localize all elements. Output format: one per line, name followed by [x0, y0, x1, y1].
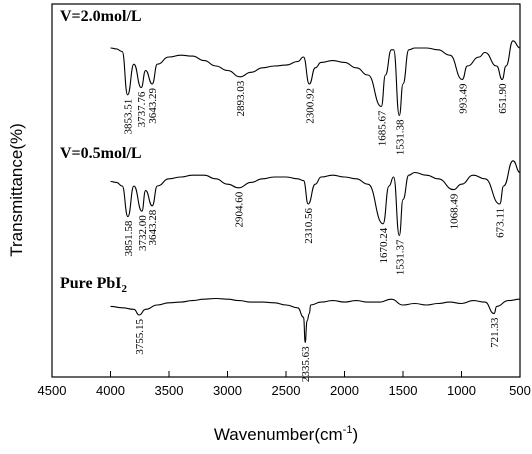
x-tick-label: 1500 [389, 383, 418, 398]
peak-label: 2300.92 [304, 88, 316, 124]
peak-label: 2904.60 [234, 191, 246, 227]
x-tick-label: 2500 [272, 383, 301, 398]
peak-label: 721.33 [489, 317, 501, 348]
peak-label: 3643.28 [147, 209, 159, 245]
x-tick-label: 3500 [155, 383, 184, 398]
peak-label: 2335.63 [300, 346, 312, 382]
x-tick-label: 500 [509, 383, 531, 398]
series-label: V=0.5mol/L [60, 145, 142, 162]
spectrum-line [110, 40, 521, 117]
series-label-subscript: 2 [121, 283, 127, 295]
peak-label: 993.49 [457, 83, 469, 114]
peak-label: 3732.00 [137, 215, 149, 251]
x-axis-title-end: ) [352, 425, 358, 444]
x-tick-label: 2000 [330, 383, 359, 398]
x-tick-label: 3000 [213, 383, 242, 398]
x-axis: 4500 4000 3500 3000 2500 2000 1500 1000 500 [38, 371, 531, 398]
peak-label: 1685.67 [376, 110, 388, 146]
y-axis-title: Transmittance(%) [7, 123, 26, 257]
plot-frame [51, 3, 521, 378]
peak-label: 3755.15 [134, 319, 146, 355]
x-tick-label: 1000 [447, 383, 476, 398]
peak-label: 3851.58 [123, 220, 135, 256]
peak-label: 1531.38 [394, 119, 406, 155]
spectrum-line [110, 160, 521, 237]
x-axis-title-main: Wavenumber(cm [214, 425, 343, 444]
peak-label: 2310.56 [303, 208, 315, 244]
series-label: V=2.0mol/L [60, 8, 142, 25]
peak-label: 673.11 [495, 208, 507, 238]
peak-label: 1670.24 [378, 227, 390, 263]
peak-label: 3643.29 [147, 88, 159, 124]
x-tick-label: 4000 [96, 383, 125, 398]
series-label: Pure PbI2 [60, 275, 127, 295]
peak-label: 651.90 [497, 83, 509, 114]
x-tick-label: 4500 [38, 383, 67, 398]
x-axis-title: Wavenumber(cm-1) [214, 424, 358, 444]
peak-label: 2893.03 [235, 80, 247, 116]
peak-label: 3737.76 [136, 91, 148, 127]
peak-label: 3853.51 [123, 99, 135, 135]
x-axis-title-sup: -1 [343, 424, 353, 436]
peak-label: 1531.37 [394, 239, 406, 275]
peak-label: 1068.49 [449, 193, 461, 229]
spectrum-line [110, 297, 521, 343]
